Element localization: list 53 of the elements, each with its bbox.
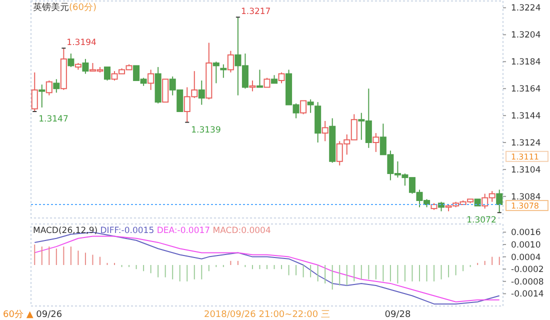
candlestick [38, 84, 46, 108]
ytick: 0.0010 [511, 240, 541, 250]
candlestick [148, 69, 154, 90]
ytick: -0.0014 [511, 290, 544, 300]
candlestick [46, 80, 52, 96]
text: 2018/09/26 21:00~22:00 三 [204, 310, 330, 320]
candlestick [220, 64, 227, 78]
ytick: 1.3144 [511, 112, 541, 122]
chart-subtitle: (60分) [69, 2, 96, 13]
annotation: 1.3147 [38, 114, 68, 125]
ytick: 1.3204 [511, 30, 541, 41]
series-label: DIFF:-0.0015 [100, 226, 157, 236]
ref-line-label: 1.3078 [511, 202, 539, 211]
ytick: 1.3164 [511, 84, 541, 95]
candlestick [278, 72, 285, 84]
ytick: 1.3104 [511, 165, 541, 176]
ytick: 1.3084 [511, 192, 541, 202]
series-label: DEA:-0.0017 [156, 226, 213, 236]
annotation: 1.3194 [66, 38, 96, 48]
ytick: -0.0008 [511, 277, 544, 288]
chart-title: 英镑美元 [33, 2, 69, 13]
xtick: 09/26 [36, 310, 62, 320]
candlestick [227, 50, 234, 73]
annotation: 1.3217 [240, 7, 271, 18]
candlestick [68, 53, 74, 68]
ytick: 1.3184 [511, 58, 541, 68]
candlestick [307, 98, 314, 114]
text: 1.3111 [511, 152, 539, 162]
candlestick [264, 77, 270, 88]
ytick: 1.3124 [511, 138, 541, 149]
candlestick [438, 201, 445, 212]
annotation: 1.3072 [466, 216, 496, 226]
chart-title: MACD(26,12,9) [33, 226, 100, 236]
candlestick [31, 72, 38, 112]
annotation: 1.3139 [191, 125, 221, 136]
candlestick [198, 80, 205, 106]
ytick: -0.0002 [511, 265, 544, 276]
candlestick [322, 120, 328, 142]
candlestick [256, 69, 263, 88]
candlestick [53, 78, 60, 94]
ytick: 0.0004 [511, 252, 541, 263]
candlestick [372, 132, 380, 152]
candlestick [104, 66, 111, 82]
ytick: 0.0016 [511, 228, 541, 238]
candlestick [212, 61, 220, 84]
text: MACD:0.0004 [212, 226, 271, 236]
candlestick [82, 58, 89, 74]
candlestick [300, 100, 307, 115]
ytick: 1.3224 [511, 4, 541, 14]
candlestick [249, 80, 256, 92]
text: 60分 ▲ [3, 309, 34, 320]
candlestick [162, 78, 169, 103]
xtick: 09/28 [384, 310, 411, 320]
